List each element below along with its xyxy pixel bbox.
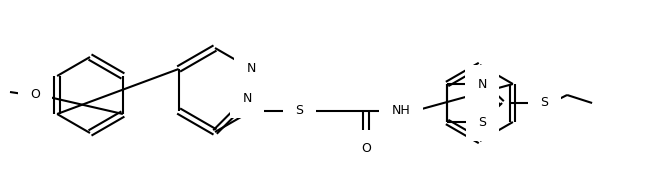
Text: N: N — [243, 93, 252, 105]
Text: NH: NH — [392, 105, 411, 117]
Text: N: N — [477, 77, 487, 90]
Text: S: S — [296, 105, 303, 117]
Text: S: S — [540, 97, 548, 109]
Text: O: O — [362, 143, 371, 156]
Text: S: S — [478, 116, 486, 129]
Text: O: O — [30, 89, 40, 101]
Text: N: N — [247, 62, 256, 76]
